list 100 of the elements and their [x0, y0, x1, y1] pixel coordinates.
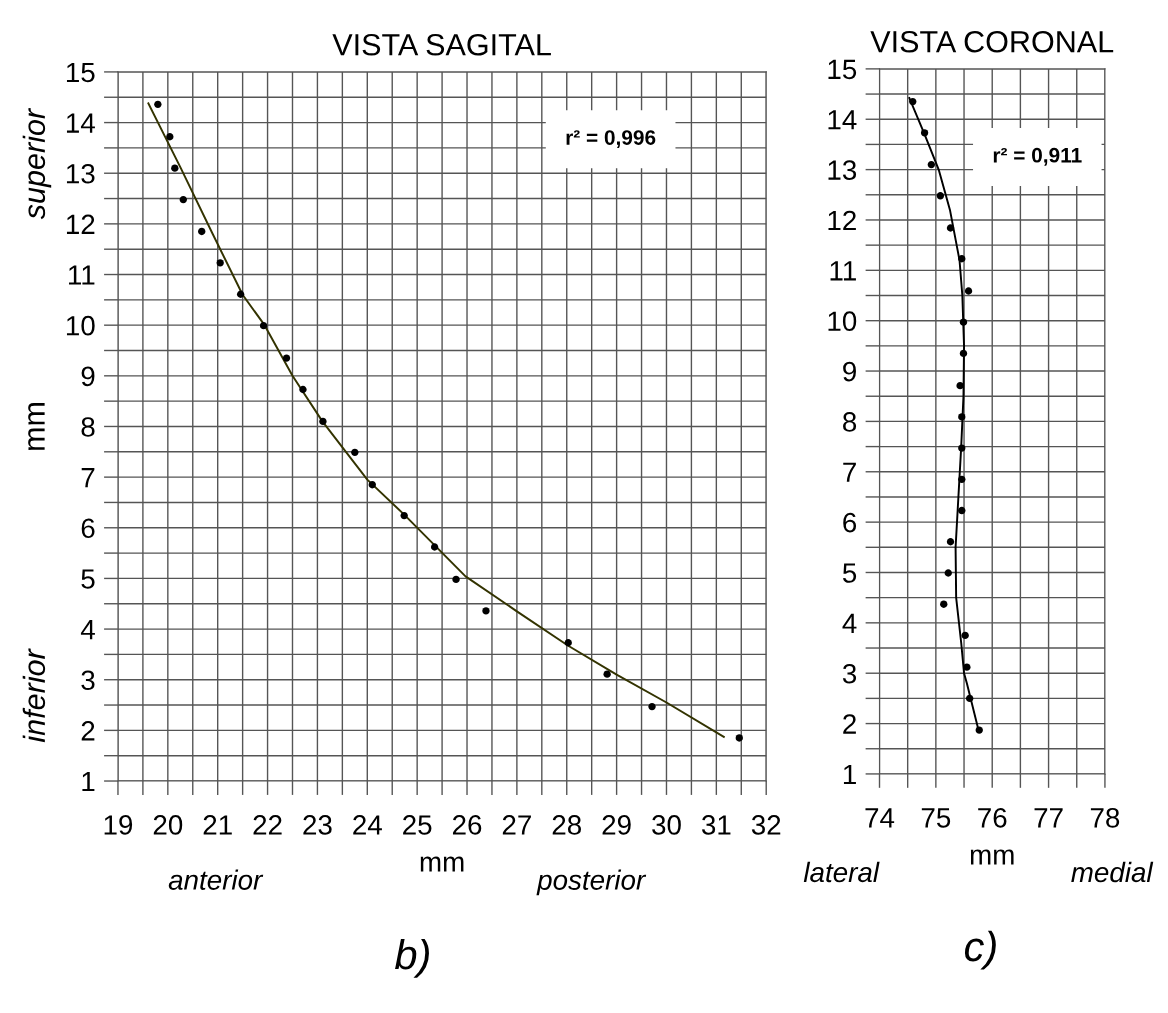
y-tick-label: 14: [66, 113, 95, 133]
x-axis-title: mm: [420, 856, 464, 872]
x-axis-title: mm: [970, 849, 1014, 865]
text: lateral: [803, 861, 880, 883]
point: [299, 385, 307, 394]
y-tick-label: 3: [842, 663, 857, 684]
y-tick-label: 10: [828, 311, 857, 332]
y-tick-label: 4: [842, 613, 857, 633]
y-tick-label: 12: [828, 210, 856, 231]
point: [648, 702, 656, 711]
point: [936, 192, 945, 200]
point: [236, 290, 245, 298]
point: [958, 475, 966, 483]
point: [959, 349, 968, 358]
y-tick-label: 1: [82, 771, 95, 792]
point: [216, 259, 224, 267]
y-tick-label: 8: [81, 417, 95, 437]
x-tick-label: 26: [452, 815, 482, 835]
point: [603, 670, 611, 678]
point: [735, 734, 743, 742]
point: [975, 726, 983, 734]
point: [171, 164, 179, 172]
point: [179, 195, 187, 204]
y-tick-label: 5: [81, 569, 95, 589]
y-tick-label: 3: [81, 670, 95, 691]
x-tick-label: 24: [353, 815, 382, 835]
chart-title: VISTA CORONAL: [870, 30, 1114, 53]
point: [198, 227, 206, 236]
point: [958, 413, 966, 421]
y-tick-label: 2: [81, 721, 95, 741]
x-tick-label: 29: [602, 815, 631, 835]
point: [946, 224, 955, 232]
point: [944, 569, 952, 577]
x-tick-label: 77: [1034, 808, 1063, 828]
x-tick-label: 27: [502, 815, 531, 835]
point: [961, 631, 969, 640]
x-tick-label: 19: [104, 815, 133, 835]
x-tick-label: 32: [751, 815, 781, 835]
text: medial: [1071, 861, 1154, 883]
y-tick-label: 11: [69, 265, 95, 285]
y-tick-label: 8: [843, 412, 857, 432]
line-series: [147, 102, 725, 738]
point: [964, 287, 973, 295]
x-tick-label: 30: [652, 815, 681, 835]
x-tick-label: 28: [552, 815, 581, 835]
point: [166, 133, 174, 141]
y-tick-label: 9: [843, 361, 856, 382]
x-tick-label: 20: [153, 815, 183, 835]
point: [909, 97, 917, 106]
x-tick-label: 75: [921, 808, 951, 828]
y-tick-label: 10: [66, 315, 95, 336]
y-tick-label: 11: [830, 261, 856, 281]
y-tick-label: 13: [66, 163, 95, 184]
point: [564, 639, 572, 647]
point: [940, 600, 948, 608]
point: [958, 255, 966, 263]
point: [958, 506, 966, 515]
point: [963, 663, 971, 671]
x-tick-label: 25: [403, 815, 432, 835]
point: [946, 538, 955, 546]
y-tick-label: 1: [843, 764, 856, 784]
y-tick-label: 7: [843, 462, 856, 482]
point: [154, 100, 162, 109]
y-tick-label: 4: [80, 620, 95, 640]
y-tick-label: 7: [81, 468, 95, 488]
point: [319, 417, 327, 426]
point: [958, 444, 966, 452]
y-tick-label: 14: [828, 110, 857, 130]
text: anterior: [168, 869, 264, 890]
y-tick-label: 5: [842, 563, 857, 583]
y-tick-label: 12: [66, 214, 95, 234]
point: [368, 481, 376, 489]
y-tick-label: 13: [828, 160, 857, 180]
chart-title: VISTA SAGITAL: [332, 33, 551, 56]
x-tick-label: 22: [253, 815, 282, 835]
x-tick-label: 76: [978, 808, 1007, 828]
point: [959, 318, 968, 326]
text: superior: [22, 107, 52, 220]
point: [966, 694, 974, 703]
annotation: r² = 0,911: [993, 147, 1082, 166]
y-tick-label: 15: [828, 59, 857, 80]
point: [956, 381, 964, 390]
annotation: r² = 0,996: [566, 130, 656, 148]
x-tick-label: 78: [1090, 808, 1120, 828]
point: [452, 575, 460, 584]
point: [430, 543, 439, 551]
text: posterior: [536, 869, 647, 896]
y-tick-label: 2: [843, 714, 856, 734]
x-tick-label: 23: [303, 815, 332, 835]
point: [282, 354, 291, 362]
point: [259, 322, 268, 330]
point: [351, 448, 359, 456]
text: c): [964, 930, 996, 970]
text: b): [394, 938, 429, 978]
y-tick-label: 6: [81, 518, 95, 539]
y-tick-label: 15: [66, 62, 95, 83]
x-tick-label: 21: [203, 815, 232, 835]
point: [927, 160, 936, 169]
x-tick-label: 31: [701, 815, 731, 835]
y-tick-label: 9: [81, 366, 95, 387]
